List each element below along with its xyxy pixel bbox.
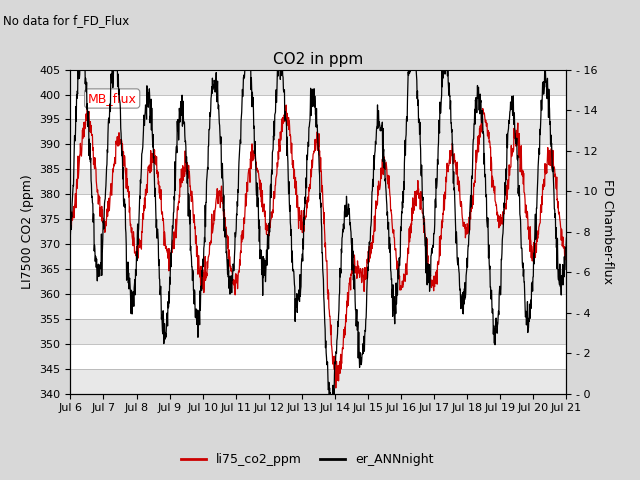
Bar	[70, 70, 566, 95]
Bar	[70, 269, 566, 294]
Y-axis label: LI7500 CO2 (ppm): LI7500 CO2 (ppm)	[21, 174, 34, 289]
Text: No data for f_FD_Flux: No data for f_FD_Flux	[3, 14, 129, 27]
Bar	[70, 369, 566, 394]
Title: CO2 in ppm: CO2 in ppm	[273, 52, 364, 67]
Legend: li75_co2_ppm, er_ANNnight: li75_co2_ppm, er_ANNnight	[175, 448, 439, 471]
Bar	[70, 169, 566, 194]
Bar	[70, 120, 566, 144]
Text: MB_flux: MB_flux	[88, 92, 136, 105]
Bar	[70, 319, 566, 344]
Y-axis label: FD Chamber-flux: FD Chamber-flux	[602, 179, 614, 284]
Bar	[70, 219, 566, 244]
